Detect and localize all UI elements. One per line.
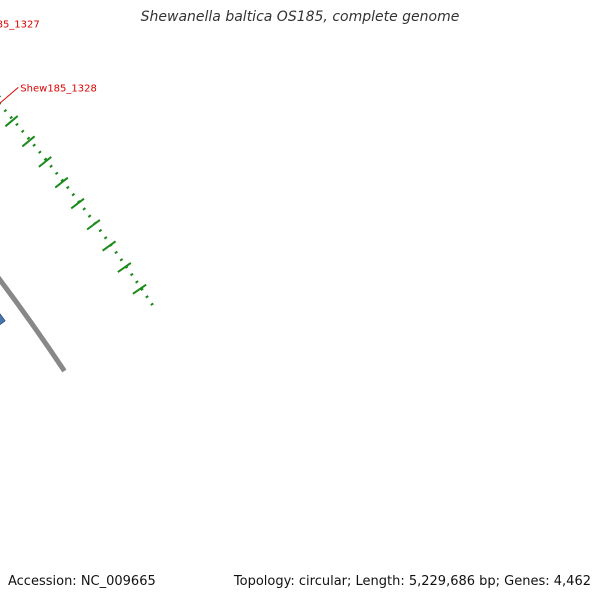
inner-ruler-tick [117, 262, 132, 273]
genome-backbone [0, 275, 67, 373]
inner-ruler-tick [54, 176, 69, 189]
reverse-gene-2 [0, 313, 6, 326]
inner-ruler-tick [102, 240, 117, 252]
inner-ruler [0, 95, 158, 311]
accession-text: Accession: NC_009665 [8, 574, 156, 589]
inner-ruler-tick [4, 115, 19, 128]
gene-label-Shew185_1327: Shew185_1327 [0, 20, 40, 31]
gene-label-Shew185_1328: Shew185_1328 [20, 83, 97, 94]
inner-ruler-circle [0, 102, 158, 311]
inner-ruler-tick [38, 156, 52, 168]
inner-ruler-tick [21, 135, 36, 148]
gene-features [0, 313, 6, 326]
backbone-circle [0, 275, 67, 373]
gene-label-leader [0, 87, 19, 104]
inner-ruler-tick [86, 219, 101, 231]
genome-summary-text: Topology: circular; Length: 5,229,686 bp… [233, 574, 591, 589]
inner-ruler-tick [132, 283, 147, 295]
gene-labels: glgCShew185_1325Shew185_1326Shew185_1327… [0, 20, 97, 104]
map-title: Shewanella baltica OS185, complete genom… [140, 9, 460, 25]
inner-ruler-tick [70, 197, 85, 210]
